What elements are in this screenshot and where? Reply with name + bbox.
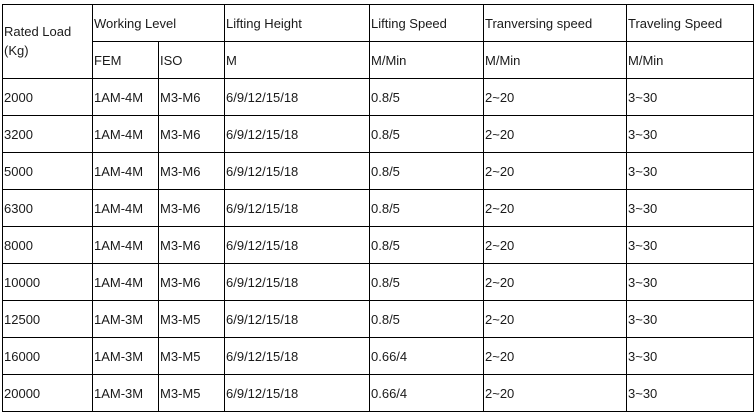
cell-iso: M3-M6 (158, 263, 225, 301)
cell-traversing-speed: 2~20 (483, 226, 627, 264)
cell-iso: M3-M6 (158, 152, 225, 190)
cell-lifting-speed: 0.8/5 (369, 152, 484, 190)
table-row: 6300 1AM-4M M3-M6 6/9/12/15/18 0.8/5 2~20 3~30 (2, 189, 754, 227)
cell-iso: M3-M5 (158, 337, 225, 375)
subheader-fem: FEM (92, 41, 159, 79)
cell-lifting-height: 6/9/12/15/18 (224, 300, 370, 338)
cell-lifting-speed: 0.8/5 (369, 226, 484, 264)
header-row: Rated Load (Kg) Working Level Lifting He… (2, 4, 754, 79)
cell-fem: 1AM-4M (92, 226, 159, 264)
cell-lifting-height: 6/9/12/15/18 (224, 226, 370, 264)
cell-fem: 1AM-4M (92, 152, 159, 190)
cell-lifting-speed: 0.8/5 (369, 115, 484, 153)
subheader-row: FEM ISO M M/Min M/Min M/Min (3, 41, 754, 79)
cell-fem: 1AM-3M (92, 337, 159, 375)
cell-lifting-height: 6/9/12/15/18 (224, 152, 370, 190)
cell-traversing-speed: 2~20 (483, 115, 627, 153)
cell-traveling-speed: 3~30 (626, 263, 754, 301)
cell-traveling-speed: 3~30 (626, 226, 754, 264)
header-lifting-speed: Lifting Speed (369, 4, 484, 42)
cell-traversing-speed: 2~20 (483, 152, 627, 190)
cell-traversing-speed: 2~20 (483, 263, 627, 301)
cell-lifting-speed: 0.8/5 (369, 189, 484, 227)
table-row: 8000 1AM-4M M3-M6 6/9/12/15/18 0.8/5 2~20 3~30 (2, 226, 754, 264)
cell-fem: 1AM-4M (92, 189, 159, 227)
cell-fem: 1AM-4M (92, 115, 159, 153)
cell-fem: 1AM-3M (92, 300, 159, 338)
cell-traveling-speed: 3~30 (626, 300, 754, 338)
table-row: 5000 1AM-4M M3-M6 6/9/12/15/18 0.8/5 2~20 3~30 (2, 152, 754, 190)
cell-rated-load: 3200 (2, 115, 93, 153)
table-row: 20000 1AM-3M M3-M5 6/9/12/15/18 0.66/4 2~20 3~… (2, 374, 754, 412)
cell-traversing-speed: 2~20 (483, 337, 627, 375)
table-row: 12500 1AM-3M M3-M5 6/9/12/15/18 0.8/5 2~20 3~3… (2, 300, 754, 338)
cell-lifting-speed: 0.8/5 (369, 300, 484, 338)
cell-lifting-speed: 0.66/4 (369, 337, 484, 375)
subheader-traversing-unit: M/Min (483, 41, 627, 79)
subheader-traveling-unit: M/Min (626, 41, 754, 79)
cell-traversing-speed: 2~20 (483, 78, 627, 116)
cell-lifting-speed: 0.8/5 (369, 263, 484, 301)
cell-traversing-speed: 2~20 (483, 189, 627, 227)
cell-lifting-height: 6/9/12/15/18 (224, 263, 370, 301)
cell-rated-load: 12500 (2, 300, 93, 338)
cell-rated-load: 10000 (2, 263, 93, 301)
cell-lifting-height: 6/9/12/15/18 (224, 78, 370, 116)
cell-fem: 1AM-3M (92, 374, 159, 412)
table-row: 16000 1AM-3M M3-M5 6/9/12/15/18 0.66/4 2~20 3~… (2, 337, 754, 375)
cell-rated-load: 2000 (2, 78, 93, 116)
cell-iso: M3-M5 (158, 374, 225, 412)
cell-lifting-height: 6/9/12/15/18 (224, 115, 370, 153)
subheader-height-unit: M (224, 41, 370, 79)
cell-lifting-speed: 0.8/5 (369, 78, 484, 116)
header-working-level: Working Level (92, 4, 225, 42)
header-rated-load: Rated Load (Kg) (2, 4, 93, 79)
cell-iso: M3-M6 (158, 115, 225, 153)
header-lifting-height: Lifting Height (224, 4, 370, 42)
cell-traveling-speed: 3~30 (626, 189, 754, 227)
cell-iso: M3-M6 (158, 226, 225, 264)
cell-rated-load: 5000 (2, 152, 93, 190)
cell-traveling-speed: 3~30 (626, 78, 754, 116)
cell-traveling-speed: 3~30 (626, 115, 754, 153)
cell-fem: 1AM-4M (92, 263, 159, 301)
cell-traversing-speed: 2~20 (483, 300, 627, 338)
cell-iso: M3-M6 (158, 78, 225, 116)
table-row: 3200 1AM-4M M3-M6 6/9/12/15/18 0.8/5 2~20 3~30 (2, 115, 754, 153)
cell-traveling-speed: 3~30 (626, 152, 754, 190)
header-traversing-speed: Tranversing speed (483, 4, 627, 42)
subheader-iso: ISO (158, 41, 225, 79)
cell-traveling-speed: 3~30 (626, 337, 754, 375)
table-row: 10000 1AM-4M M3-M6 6/9/12/15/18 0.8/5 2~20 3~3… (2, 263, 754, 301)
header-traveling-speed: Traveling Speed (626, 4, 754, 42)
subheader-lifting-unit: M/Min (369, 41, 484, 79)
cell-iso: M3-M6 (158, 189, 225, 227)
cell-rated-load: 20000 (2, 374, 93, 412)
cell-lifting-height: 6/9/12/15/18 (224, 189, 370, 227)
cell-traversing-speed: 2~20 (483, 374, 627, 412)
cell-iso: M3-M5 (158, 300, 225, 338)
cell-rated-load: 8000 (2, 226, 93, 264)
cell-rated-load: 16000 (2, 337, 93, 375)
cell-rated-load: 6300 (2, 189, 93, 227)
cell-lifting-height: 6/9/12/15/18 (224, 337, 370, 375)
cell-fem: 1AM-4M (92, 78, 159, 116)
table-row: 2000 1AM-4M M3-M6 6/9/12/15/18 0.8/5 2~20 3~30 (2, 78, 754, 116)
specs-table: Rated Load (Kg) Working Level Lifting He… (2, 4, 754, 412)
cell-lifting-speed: 0.66/4 (369, 374, 484, 412)
cell-lifting-height: 6/9/12/15/18 (224, 374, 370, 412)
cell-traveling-speed: 3~30 (626, 374, 754, 412)
